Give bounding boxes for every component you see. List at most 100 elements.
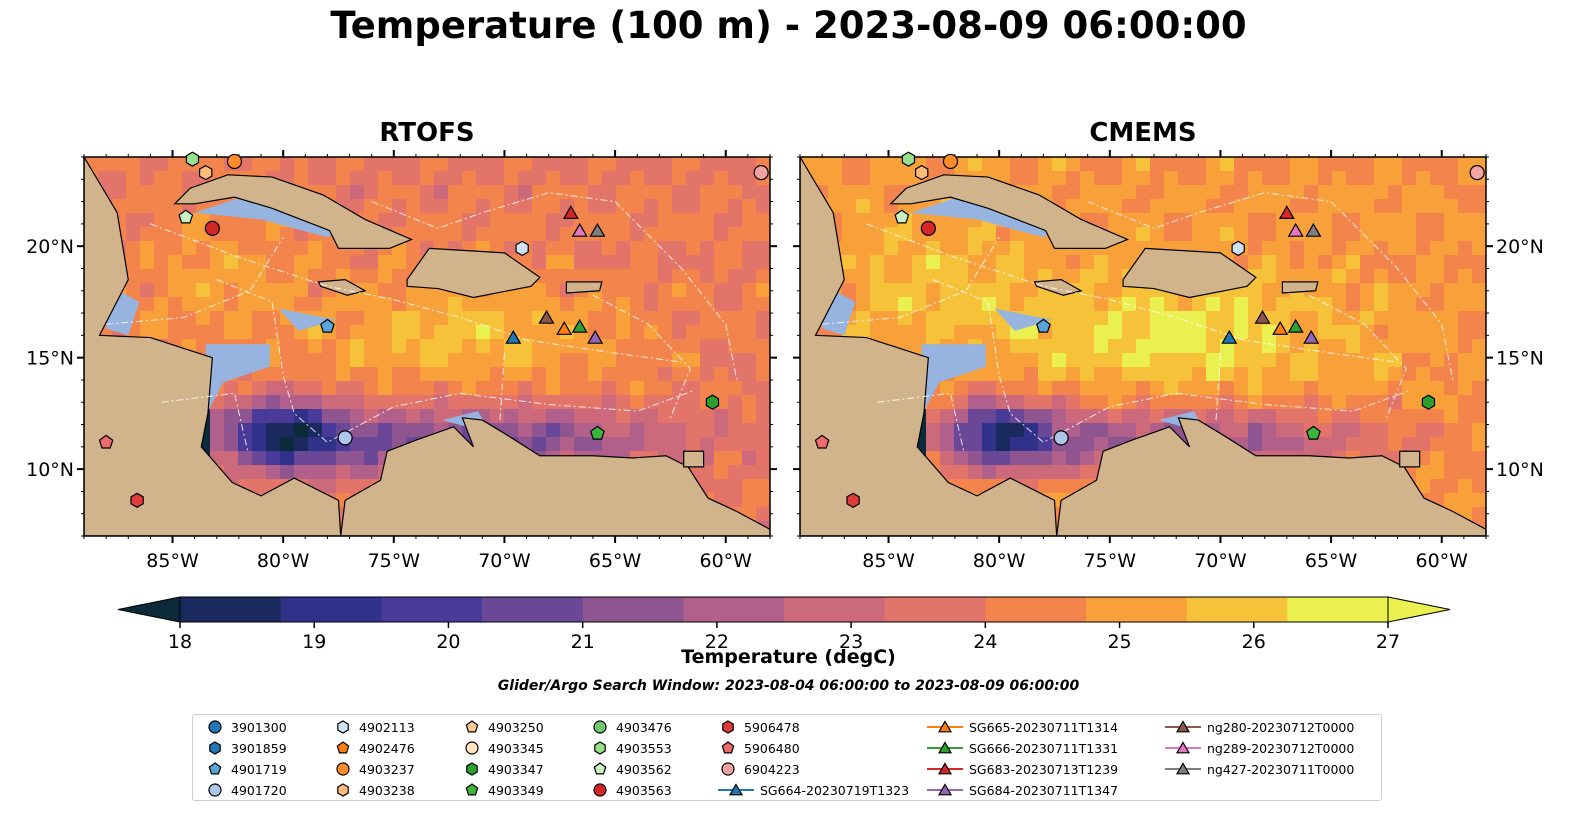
legend-label: 4903349 (488, 782, 544, 798)
marker-4903562 (178, 209, 194, 224)
legend-marker-triangle-icon (927, 783, 963, 796)
marker-SG665-20230711T1314 (556, 321, 573, 335)
legend-item: 4903563 (590, 781, 672, 799)
shelf-area (194, 190, 350, 238)
shelf-area (910, 190, 1066, 238)
colorbar-segment (884, 597, 986, 622)
marker-4902113 (1231, 240, 1245, 257)
legend-item: 3901300 (205, 718, 287, 736)
legend-item: 4903237 (333, 760, 415, 778)
legend-label: SG684-20230711T1347 (969, 782, 1119, 798)
land-mass (800, 157, 1058, 536)
marker-4903347 (1421, 394, 1436, 410)
marker-4903237 (942, 153, 959, 170)
land-mass (1281, 281, 1319, 294)
map-frame (83, 156, 771, 537)
legend-item: 4902476 (333, 739, 415, 757)
colorbar-segment (381, 597, 483, 622)
lat-tick-label: 20°N (26, 236, 74, 258)
marker-SG684-20230711T1347 (587, 329, 604, 344)
legend-marker-circle-icon (208, 720, 222, 734)
eez-boundary (932, 279, 1409, 443)
colorbar-tick-label: 26 (1242, 631, 1266, 653)
legend-label: 4901719 (231, 761, 287, 777)
colorbar-tick-label: 18 (168, 631, 192, 653)
eez-boundary (592, 294, 691, 419)
legend-label: SG666-20230711T1331 (969, 740, 1119, 756)
legend-item: ng280-20230712T0000 (1165, 718, 1354, 736)
legend-item: 4903476 (590, 718, 672, 736)
land-mass (683, 450, 705, 468)
eez-boundary (106, 236, 284, 325)
legend-item: SG666-20230711T1331 (927, 739, 1118, 757)
shelf-area (278, 308, 337, 331)
shelf-area (921, 344, 986, 416)
colorbar-tick-label: 22 (705, 631, 729, 653)
legend-marker-circle-icon (208, 783, 222, 797)
legend-marker-triangle-icon (927, 720, 963, 733)
temperature-field (84, 157, 770, 536)
marker-5906480 (814, 434, 830, 449)
marker-5906478 (130, 492, 144, 508)
legend-label: 5906478 (744, 719, 800, 735)
marker-4903563 (204, 220, 220, 236)
rtofs-map-panel: 85°W 80°W 75°W 70°W 65°W 60°W 10°N 15°N 20°N (26, 150, 777, 572)
legend-item: SG683-20230713T1239 (927, 760, 1118, 778)
figure-title: Temperature (100 m) - 2023-08-09 06:00:0… (330, 4, 1247, 47)
legend-label: 4903553 (616, 740, 672, 756)
marker-SG664-20230719T1323 (1221, 329, 1238, 344)
legend-item: 4903250 (462, 718, 544, 736)
legend-marker-pentagon-icon (336, 741, 350, 754)
legend-label: 6904223 (744, 761, 800, 777)
land-mass (1122, 247, 1257, 299)
colorbar-segment (1287, 597, 1389, 622)
legend-marker-pentagon-icon (208, 762, 222, 775)
marker-6904223 (1469, 165, 1485, 181)
lon-tick-label: 80°W (973, 550, 1026, 572)
legend-label: 4903476 (616, 719, 672, 735)
marker-4901719 (320, 318, 335, 333)
legend-item: ng427-20230711T0000 (1165, 760, 1354, 778)
colorbar-segment (683, 597, 785, 622)
marker-SG666-20230711T1331 (1287, 318, 1304, 333)
marker-4903349 (589, 425, 605, 440)
land-mass (173, 174, 414, 250)
land-mass (1056, 417, 1486, 536)
temperature-field (800, 157, 1486, 536)
legend-label: 4903237 (359, 761, 415, 777)
lat-tick-label: 15°N (26, 348, 74, 370)
shelf-area (205, 344, 270, 416)
colorbar-tick-label: 20 (436, 631, 460, 653)
colorbar-tick-label: 24 (973, 631, 997, 653)
legend-marker-circle-icon (593, 720, 607, 734)
legend-label: 4903562 (616, 761, 672, 777)
legend-item: 5906480 (718, 739, 800, 757)
legend-label: SG683-20230713T1239 (969, 761, 1119, 777)
legend-item: ng289-20230712T0000 (1165, 739, 1354, 757)
marker-ng280-20230712T0000 (538, 309, 555, 324)
marker-4901720 (337, 430, 353, 446)
legend-label: 4903250 (488, 719, 544, 735)
panel-title-rtofs: RTOFS (379, 118, 475, 148)
marker-SG664-20230719T1323 (505, 329, 522, 344)
legend-item: SG684-20230711T1347 (927, 781, 1118, 799)
legend-item: 4901720 (205, 781, 287, 799)
colorbar-segment (180, 597, 282, 622)
colorbar-segment (482, 597, 584, 622)
legend: 3901300 3901859 4901719 4901720 4902113 49024… (192, 714, 1382, 801)
legend-marker-circle-icon (721, 762, 735, 776)
legend-label: ng280-20230712T0000 (1207, 719, 1355, 735)
colorbar-tick-label: 27 (1376, 631, 1400, 653)
marker-SG666-20230711T1331 (571, 318, 588, 333)
eez-boundary (150, 223, 682, 363)
marker-4901719 (1036, 318, 1051, 333)
marker-5906480 (98, 434, 114, 449)
cmems-map-panel: 85°W 80°W 75°W 70°W 65°W 60°W 10°N 15°N 20°N (793, 150, 1544, 572)
legend-label: 4903238 (359, 782, 415, 798)
legend-marker-triangle-icon (1165, 762, 1201, 775)
marker-SG684-20230711T1347 (1303, 329, 1320, 344)
legend-marker-hexagon-icon (337, 783, 349, 797)
marker-ng289-20230712T0000 (1287, 222, 1304, 237)
legend-item: SG665-20230711T1314 (927, 718, 1118, 736)
legend-marker-triangle-icon (927, 762, 963, 775)
